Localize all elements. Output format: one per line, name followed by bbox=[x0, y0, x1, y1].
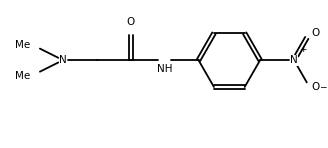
Text: N: N bbox=[290, 55, 298, 65]
Text: Me: Me bbox=[15, 40, 31, 50]
Text: N: N bbox=[59, 55, 67, 65]
Text: Me: Me bbox=[15, 71, 31, 81]
Text: O: O bbox=[311, 82, 319, 92]
Text: O: O bbox=[311, 28, 319, 38]
Text: −: − bbox=[318, 82, 326, 91]
Text: NH: NH bbox=[157, 64, 173, 74]
Text: +: + bbox=[299, 45, 306, 54]
Text: O: O bbox=[127, 17, 135, 27]
